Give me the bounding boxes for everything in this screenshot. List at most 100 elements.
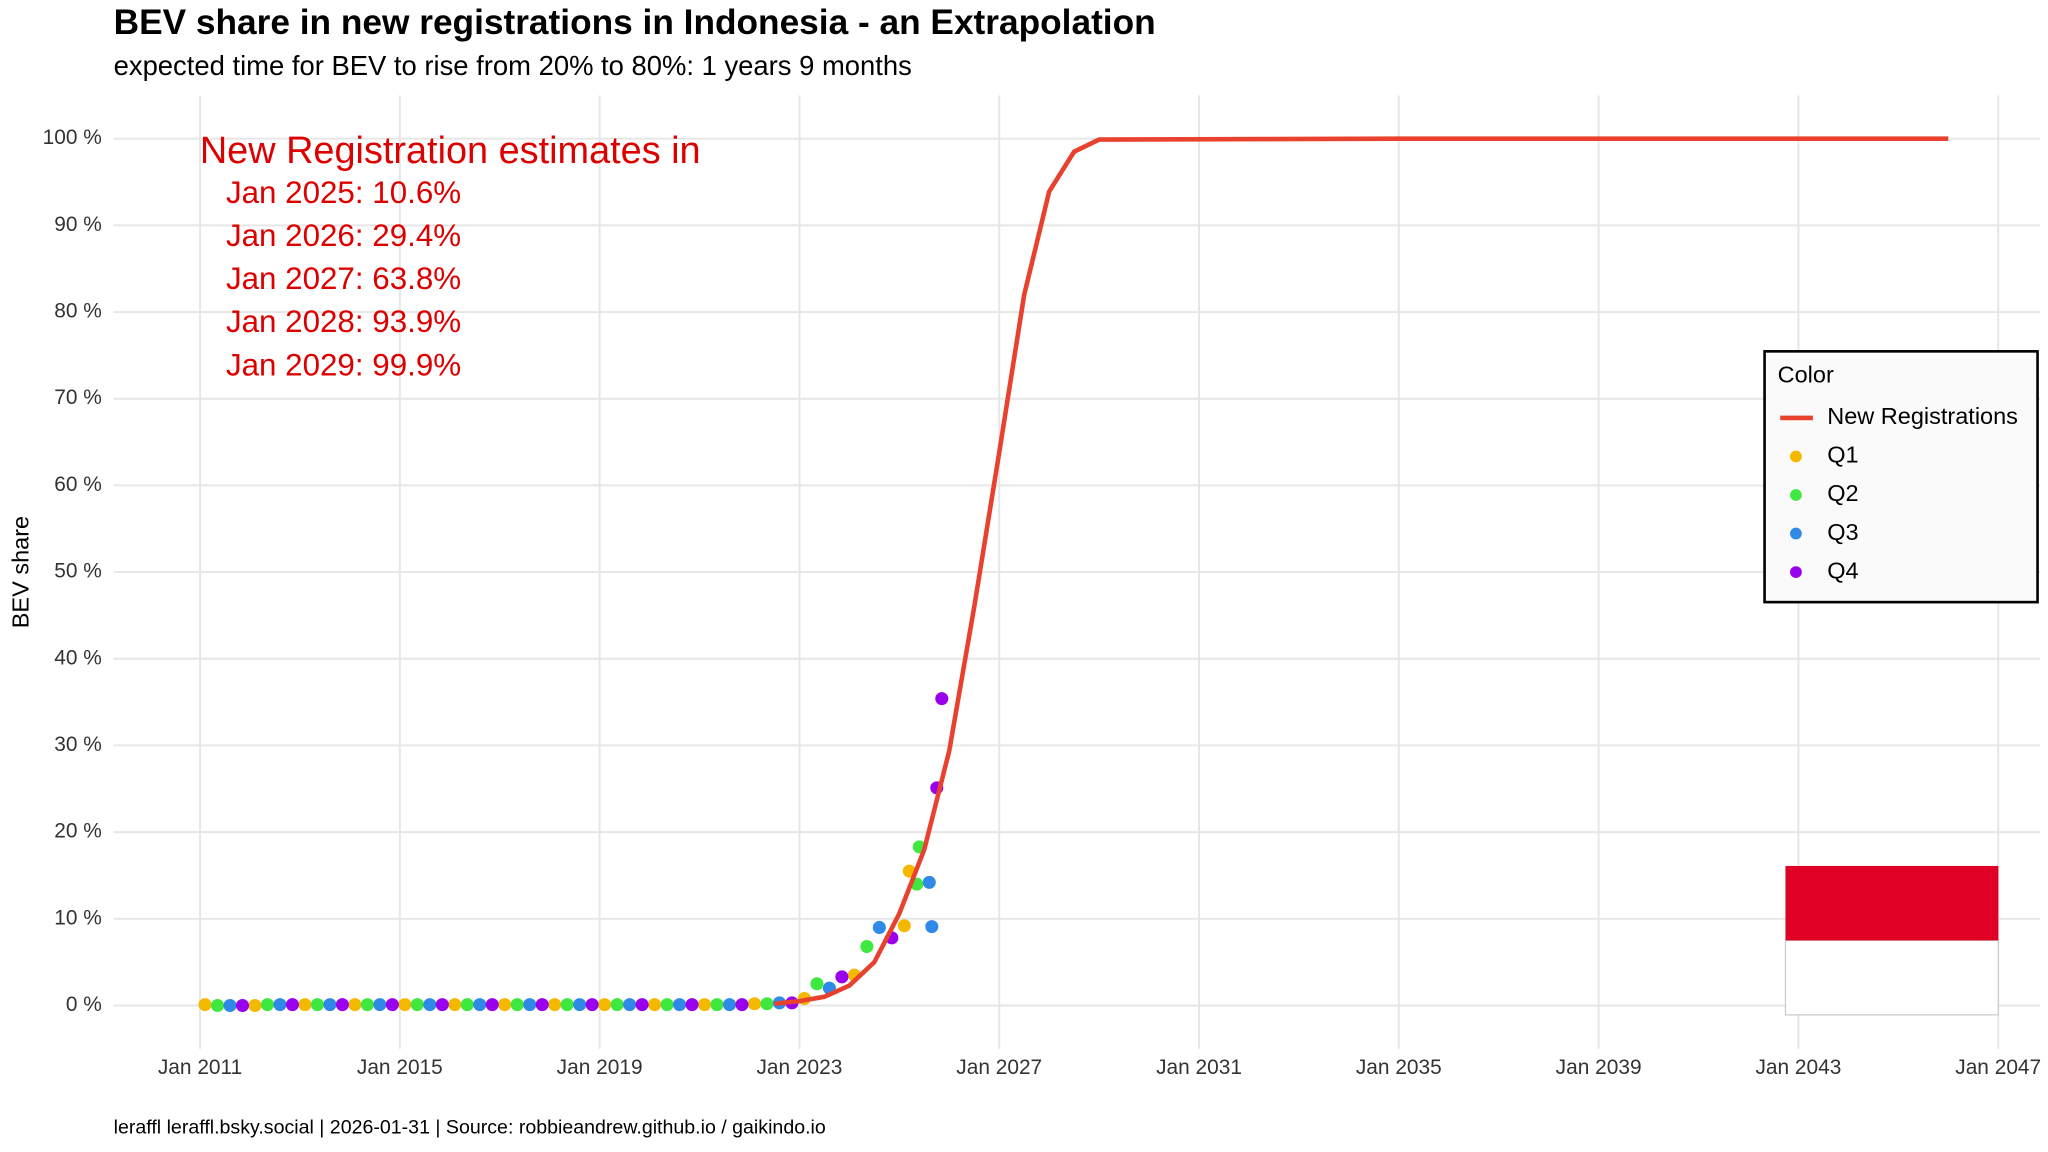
y-tick-label: 30 %: [54, 733, 102, 756]
x-tick-label: Jan 2027: [956, 1056, 1042, 1079]
chart-subtitle: expected time for BEV to rise from 20% t…: [114, 50, 912, 81]
legend-swatch: [1790, 527, 1802, 540]
y-tick-label: 10 %: [54, 906, 102, 929]
legend-label: Q2: [1827, 480, 1858, 506]
x-tick-label: Jan 2019: [557, 1056, 643, 1079]
point: [735, 998, 749, 1012]
y-tick-label: 40 %: [54, 646, 102, 669]
y-tick-label: 50 %: [54, 560, 102, 583]
legend-label: New Registrations: [1827, 403, 2018, 429]
legend-swatch: [1790, 489, 1802, 501]
point: [925, 920, 939, 934]
point: [348, 998, 362, 1012]
point: [523, 998, 537, 1012]
point: [273, 998, 287, 1012]
point: [697, 998, 712, 1012]
point: [872, 920, 886, 934]
caption: leraffl leraffl.bsky.social | 2026-01-31…: [114, 1117, 826, 1139]
point: [860, 940, 874, 954]
x-tick-label: Jan 2047: [1955, 1056, 2041, 1079]
y-tick-label: 60 %: [54, 473, 102, 496]
legend-label: Q1: [1827, 442, 1858, 468]
x-tick-label: Jan 2011: [158, 1056, 242, 1079]
point: [223, 998, 237, 1013]
point: [747, 997, 762, 1011]
point: [635, 998, 649, 1012]
legend-label: Q4: [1827, 557, 1858, 583]
point: [685, 998, 699, 1012]
y-axis-label: BEV share: [7, 516, 33, 628]
point: [810, 977, 824, 991]
x-tick-label: Jan 2039: [1556, 1056, 1642, 1079]
y-tick-label: 90 %: [54, 213, 102, 236]
point: [710, 998, 724, 1012]
flag-white: [1784, 939, 2000, 1016]
annotation-title: New Registration estimates in: [200, 130, 701, 172]
legend-title: Color: [1778, 361, 1834, 387]
annotation: Jan 2029: 99.9%: [226, 347, 461, 382]
point: [673, 998, 687, 1012]
y-tick-label: 20 %: [54, 820, 102, 843]
grid: 0 % 10 % 20 % 30 % 40 % 50 % 60 % 70 % 80 % 90 % 1…: [43, 95, 2041, 1079]
point: [648, 998, 662, 1012]
point: [835, 970, 849, 984]
point: [510, 998, 524, 1012]
point: [323, 998, 337, 1012]
y-tick-label: 0 %: [66, 993, 102, 1016]
point: [410, 998, 424, 1012]
y-tick-label: 70 %: [54, 386, 102, 409]
flag: [1784, 865, 2000, 1016]
point: [573, 998, 587, 1012]
point: [398, 998, 412, 1012]
point: [548, 998, 562, 1012]
point: [210, 998, 225, 1013]
point: [560, 998, 574, 1012]
point: [385, 998, 399, 1012]
x-tick-label: Jan 2023: [756, 1056, 842, 1079]
point: [598, 998, 612, 1012]
annotation: Jan 2025: 10.6%: [226, 175, 461, 210]
x-tick-label: Jan 2031: [1156, 1056, 1242, 1079]
point: [535, 998, 549, 1012]
legend-swatch: [1790, 450, 1802, 463]
point: [448, 998, 462, 1012]
point: [485, 998, 499, 1012]
legend-swatch: [1790, 566, 1802, 578]
marks: [198, 136, 1949, 1013]
point: [335, 998, 349, 1012]
line: [774, 136, 1949, 1007]
point: [248, 998, 262, 1013]
point: [585, 998, 599, 1012]
point: [435, 998, 449, 1012]
point: [235, 998, 250, 1013]
flag-red: [1785, 865, 1999, 941]
point: [922, 875, 936, 889]
annotation: Jan 2028: 93.9%: [226, 304, 461, 339]
point: [260, 998, 275, 1012]
y-tick-label: 100 %: [43, 126, 102, 149]
point: [298, 998, 312, 1012]
point: [498, 998, 512, 1012]
point: [760, 997, 774, 1011]
chart-title: BEV share in new registrations in Indone…: [114, 3, 1156, 42]
point: [423, 998, 437, 1012]
point: [623, 998, 637, 1012]
point: [610, 998, 624, 1012]
point: [373, 998, 387, 1012]
legend: Color New Registrations Q1 Q2 Q3 Q4: [1763, 350, 2039, 604]
x-tick-label: Jan 2015: [357, 1056, 443, 1079]
annotation: Jan 2026: 29.4%: [226, 218, 461, 253]
annotation: Jan 2027: 63.8%: [226, 261, 461, 296]
point: [473, 998, 487, 1012]
point: [360, 998, 374, 1012]
point: [897, 919, 911, 933]
x-tick-label: Jan 2035: [1356, 1056, 1442, 1079]
x-tick-label: Jan 2043: [1755, 1056, 1841, 1079]
point: [660, 998, 674, 1012]
point: [935, 692, 949, 706]
point: [198, 998, 212, 1012]
